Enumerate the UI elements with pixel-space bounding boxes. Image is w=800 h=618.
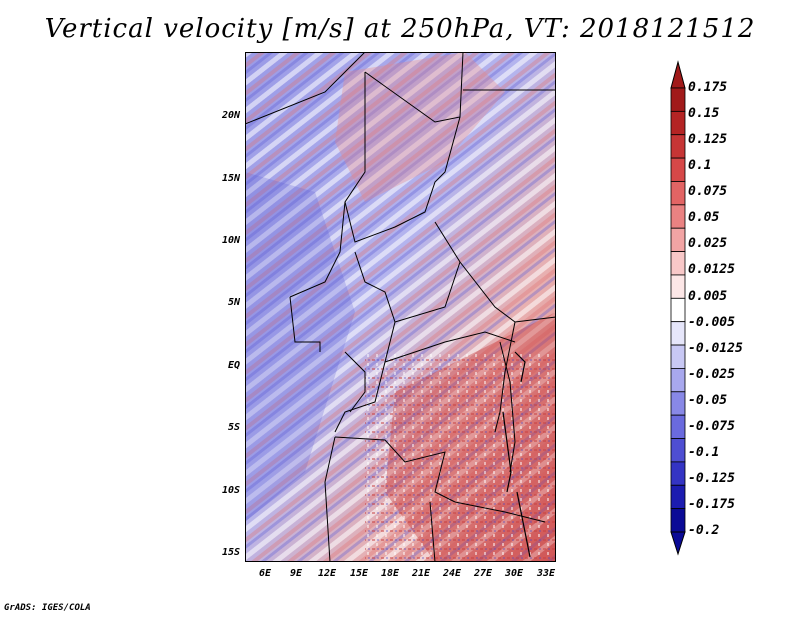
colorbar-segment xyxy=(670,251,686,276)
colorbar-label: 0.025 xyxy=(688,236,728,251)
lon-label: 18E xyxy=(380,568,400,579)
map-frame xyxy=(245,52,556,562)
colorbar-segment xyxy=(670,414,686,439)
lat-label: 15S xyxy=(221,547,240,558)
lon-label: 30E xyxy=(504,568,524,579)
lat-label: 5N xyxy=(227,297,240,308)
colorbar-label: 0.075 xyxy=(688,184,728,199)
colorbar-segment xyxy=(670,508,686,533)
lat-label: 15N xyxy=(221,173,240,184)
lon-label: 12E xyxy=(317,568,337,579)
colorbar-segment xyxy=(670,87,686,112)
colorbar-label: -0.125 xyxy=(688,471,735,486)
colorbar-segment xyxy=(670,274,686,299)
colorbar-max-arrow xyxy=(670,60,686,89)
velocity-map xyxy=(245,52,556,562)
colorbar-label: 0.0125 xyxy=(688,262,735,277)
country-borders xyxy=(245,52,556,562)
colorbar-segment xyxy=(670,297,686,323)
colorbar-segment xyxy=(670,321,686,346)
colorbar-segment xyxy=(670,344,686,369)
colorbar-label: -0.005 xyxy=(688,315,735,330)
colorbar-segment xyxy=(670,181,686,206)
colorbar-min-arrow xyxy=(670,531,686,556)
colorbar-label: 0.125 xyxy=(688,132,728,147)
lon-label: 15E xyxy=(349,568,369,579)
colorbar-segment xyxy=(670,368,686,393)
lon-label: 33E xyxy=(536,568,556,579)
credit-text: GrADS: IGES/COLA xyxy=(4,603,91,613)
colorbar-label: 0.175 xyxy=(688,80,728,95)
lake-outlines xyxy=(502,351,531,558)
lat-label: 10N xyxy=(221,235,240,246)
colorbar-label: 0.15 xyxy=(688,106,720,121)
colorbar-label: 0.05 xyxy=(688,210,720,225)
colorbar-segment xyxy=(670,227,686,252)
colorbar-segment xyxy=(670,204,686,229)
lon-label: 21E xyxy=(411,568,431,579)
lat-label: EQ xyxy=(227,360,240,371)
lon-label: 27E xyxy=(473,568,493,579)
colorbar-segment xyxy=(670,134,686,159)
colorbar-segment xyxy=(670,110,686,136)
colorbar-segment xyxy=(670,438,686,463)
colorbar-segment xyxy=(670,157,686,182)
colorbar-label: 0.005 xyxy=(688,289,728,304)
colorbar-label: -0.025 xyxy=(688,367,735,382)
lat-label: 20N xyxy=(221,110,240,121)
lat-label: 10S xyxy=(221,485,240,496)
colorbar-label: 0.1 xyxy=(688,158,712,173)
lon-label: 9E xyxy=(289,568,303,579)
colorbar-label: -0.1 xyxy=(688,445,720,460)
colorbar-label: -0.05 xyxy=(688,393,728,408)
colorbar xyxy=(670,60,686,556)
colorbar-segment xyxy=(670,484,686,510)
colorbar-label: -0.0125 xyxy=(688,341,743,356)
colorbar-label: -0.2 xyxy=(688,523,720,538)
colorbar-segment xyxy=(670,391,686,416)
colorbar-label: -0.075 xyxy=(688,419,735,434)
map-title: Vertical velocity [m/s] at 250hPa, VT: 2… xyxy=(44,14,756,44)
lon-label: 24E xyxy=(442,568,462,579)
lon-label: 6E xyxy=(258,568,272,579)
lat-label: 5S xyxy=(227,422,240,433)
descent-region-west xyxy=(245,172,355,522)
colorbar-segment xyxy=(670,461,686,486)
speckle-field xyxy=(365,352,556,562)
ascent-region-north xyxy=(335,52,505,202)
colorbar-label: -0.175 xyxy=(688,497,735,512)
